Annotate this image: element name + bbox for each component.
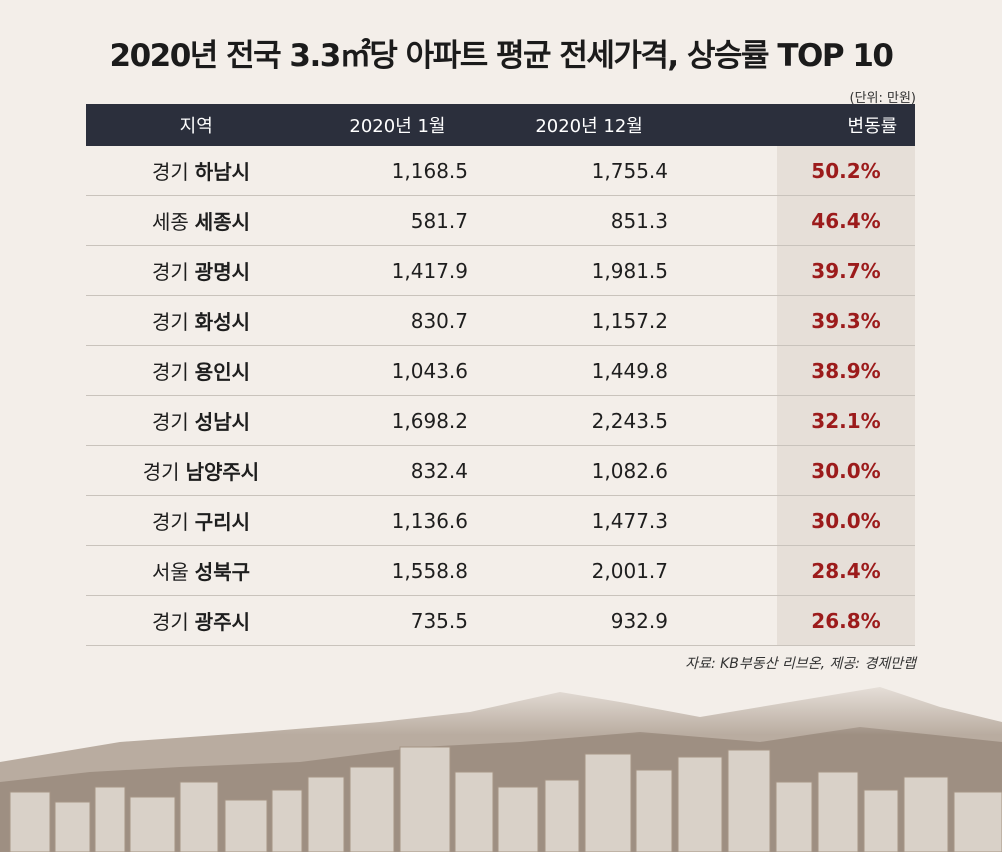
- region-cell: 경기 화성시: [86, 306, 316, 335]
- table-row: 세종 세종시 581.7 851.3 46.4%: [86, 196, 915, 246]
- dec-value: 1,449.8: [591, 358, 668, 383]
- city-label: 하남시: [194, 160, 250, 184]
- header-region: 지역: [179, 116, 213, 137]
- table-row: 서울 성북구 1,558.8 2,001.7 28.4%: [86, 546, 915, 596]
- dec-value: 1,082.6: [591, 458, 668, 483]
- dec-value: 1,157.2: [591, 308, 668, 333]
- dec-value: 2,001.7: [591, 558, 668, 583]
- change-cell: 46.4%: [668, 196, 915, 245]
- city-label: 용인시: [194, 360, 250, 384]
- region-cell: 경기 하남시: [86, 156, 316, 185]
- city-label: 화성시: [194, 310, 250, 334]
- change-value: 30.0%: [777, 496, 915, 545]
- province-label: 경기: [151, 310, 189, 334]
- jan-value: 1,136.6: [391, 508, 468, 533]
- city-label: 광주시: [194, 610, 250, 634]
- change-cell: 30.0%: [668, 446, 915, 495]
- change-value: 26.8%: [777, 596, 915, 645]
- jan-value: 735.5: [410, 608, 468, 633]
- city-label: 세종시: [194, 210, 250, 234]
- jan-value: 1,698.2: [391, 408, 468, 433]
- table-row: 경기 구리시 1,136.6 1,477.3 30.0%: [86, 496, 915, 546]
- region-cell: 경기 남양주시: [86, 456, 316, 485]
- change-cell: 38.9%: [668, 346, 915, 395]
- city-skyline-illustration: [0, 672, 1002, 852]
- province-label: 경기: [142, 460, 180, 484]
- jan-value: 1,168.5: [391, 158, 468, 183]
- unit-label: (단위: 만원): [849, 91, 917, 106]
- city-label: 광명시: [194, 260, 250, 284]
- table-row: 경기 광명시 1,417.9 1,981.5 39.7%: [86, 246, 915, 296]
- change-cell: 26.8%: [668, 596, 915, 645]
- jan-value: 581.7: [410, 208, 468, 233]
- header-dec: 2020년 12월: [535, 116, 643, 137]
- table-row: 경기 성남시 1,698.2 2,243.5 32.1%: [86, 396, 915, 446]
- table-row: 경기 용인시 1,043.6 1,449.8 38.9%: [86, 346, 915, 396]
- jan-value: 1,558.8: [391, 558, 468, 583]
- change-value: 46.4%: [777, 196, 915, 245]
- province-label: 경기: [151, 410, 189, 434]
- region-cell: 경기 구리시: [86, 506, 316, 535]
- change-value: 39.3%: [777, 296, 915, 345]
- source-note: 자료: KB부동산 리브온, 제공: 경제만랩: [685, 656, 916, 672]
- jan-value: 830.7: [410, 308, 468, 333]
- jan-value: 832.4: [410, 458, 468, 483]
- city-label: 성북구: [194, 560, 250, 584]
- dec-value: 851.3: [610, 208, 668, 233]
- region-cell: 서울 성북구: [86, 556, 316, 585]
- province-label: 경기: [151, 360, 189, 384]
- change-cell: 32.1%: [668, 396, 915, 445]
- change-value: 30.0%: [777, 446, 915, 495]
- table-row: 경기 하남시 1,168.5 1,755.4 50.2%: [86, 146, 915, 196]
- dec-value: 1,477.3: [591, 508, 668, 533]
- dec-value: 1,755.4: [591, 158, 668, 183]
- table-row: 경기 광주시 735.5 932.9 26.8%: [86, 596, 915, 646]
- region-cell: 경기 광명시: [86, 256, 316, 285]
- table-body: 경기 하남시 1,168.5 1,755.4 50.2% 세종 세종시 581.7 851.3 4…: [86, 146, 915, 646]
- region-cell: 경기 성남시: [86, 406, 316, 435]
- change-value: 28.4%: [777, 546, 915, 595]
- province-label: 경기: [151, 510, 189, 534]
- change-value: 38.9%: [777, 346, 915, 395]
- change-value: 50.2%: [777, 146, 915, 195]
- table-header: 지역 2020년 1월 2020년 12월 변동률: [86, 104, 915, 146]
- province-label: 경기: [151, 160, 189, 184]
- province-label: 경기: [151, 260, 189, 284]
- data-table: 지역 2020년 1월 2020년 12월 변동률 경기 하남시 1,168.5 1,…: [86, 104, 915, 646]
- city-label: 남양주시: [185, 460, 260, 484]
- header-jan: 2020년 1월: [349, 116, 446, 137]
- chart-title: 2020년 전국 3.3㎡당 아파트 평균 전세가격, 상승률 TOP 10: [109, 38, 895, 74]
- header-change: 변동률: [847, 116, 898, 137]
- dec-value: 2,243.5: [591, 408, 668, 433]
- province-label: 경기: [151, 610, 189, 634]
- region-cell: 세종 세종시: [86, 206, 316, 235]
- city-label: 성남시: [194, 410, 250, 434]
- change-cell: 39.7%: [668, 246, 915, 295]
- region-cell: 경기 용인시: [86, 356, 316, 385]
- table-row: 경기 화성시 830.7 1,157.2 39.3%: [86, 296, 915, 346]
- change-cell: 28.4%: [668, 546, 915, 595]
- table-row: 경기 남양주시 832.4 1,082.6 30.0%: [86, 446, 915, 496]
- city-label: 구리시: [194, 510, 250, 534]
- jan-value: 1,417.9: [391, 258, 468, 283]
- change-value: 32.1%: [777, 396, 915, 445]
- change-value: 39.7%: [777, 246, 915, 295]
- province-label: 세종: [151, 210, 189, 234]
- jan-value: 1,043.6: [391, 358, 468, 383]
- dec-value: 1,981.5: [591, 258, 668, 283]
- change-cell: 39.3%: [668, 296, 915, 345]
- change-cell: 30.0%: [668, 496, 915, 545]
- region-cell: 경기 광주시: [86, 606, 316, 635]
- change-cell: 50.2%: [668, 146, 915, 195]
- dec-value: 932.9: [610, 608, 668, 633]
- province-label: 서울: [151, 560, 189, 584]
